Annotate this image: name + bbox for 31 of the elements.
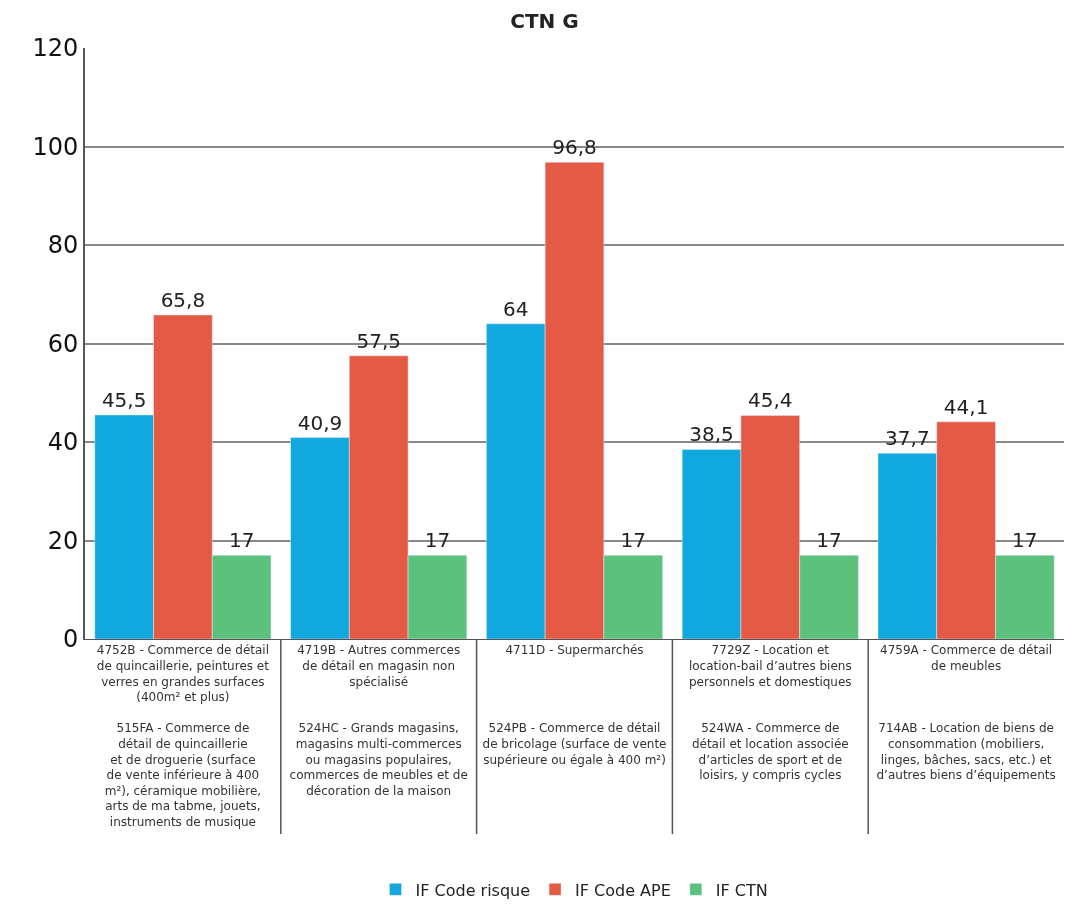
data-label: 17 bbox=[1012, 528, 1038, 553]
category-label: 4719B - Autres commerces de détail en magasin non spécialisé 524HC - Grands magasins, magasins multi-commerces ou magasins populaires, commerces de meubles et de décoration de la maison bbox=[289, 643, 468, 798]
y-tick-label: 60 bbox=[47, 329, 79, 358]
y-tick-label: 80 bbox=[47, 231, 79, 260]
chart-title: CTN G bbox=[510, 8, 579, 33]
data-label: 45,4 bbox=[748, 388, 793, 413]
data-label: 17 bbox=[620, 528, 646, 553]
y-tick-label: 20 bbox=[47, 526, 79, 555]
y-tick-label: 0 bbox=[62, 625, 79, 654]
data-label: 64 bbox=[503, 296, 529, 321]
data-label: 65,8 bbox=[160, 287, 206, 312]
y-tick-label: 100 bbox=[32, 132, 79, 161]
category-label: 4711D - Supermarchés 524PB - Commerce de détail de bricolage (surface de vente supérieure ou égale à 400 m²) bbox=[482, 643, 667, 767]
category-label: 4759A - Commerce de détail de meubles 714AB - Location de biens de consommation (mobiliers, linges, bâches, sacs, etc.) et d’autres biens d’équipements bbox=[876, 643, 1056, 783]
data-label: 17 bbox=[228, 528, 255, 553]
data-label: 57,5 bbox=[356, 328, 401, 353]
data-label: 38,5 bbox=[689, 422, 734, 447]
data-label: 96,8 bbox=[552, 135, 597, 160]
data-label: 40,9 bbox=[297, 410, 343, 435]
y-tick-label: 120 bbox=[32, 34, 79, 63]
data-label: 45,5 bbox=[101, 387, 147, 412]
y-tick-label: 40 bbox=[47, 428, 79, 457]
legend-label: IF Code risque bbox=[415, 880, 531, 900]
legend-label: IF CTN bbox=[715, 880, 768, 900]
data-label: 17 bbox=[816, 528, 842, 553]
category-label: 4752B - Commerce de détail de quincaillerie, peintures et verres en grandes surfaces (400m² et plus) 515FA - Commerce de détail de quincaillerie et de droguerie (surface de vente inférieure à 400 m²), céramique mobilière, arts de ma tabme, jouets, instruments de musique bbox=[96, 643, 270, 829]
data-label: 17 bbox=[424, 528, 451, 553]
legend-label: IF Code APE bbox=[575, 880, 671, 900]
category-label: 7729Z - Location et location-bail d’autres biens personnels et domestiques 524WA - Commerce de détail et location associée d’articles de sport et de loisirs, y compris cycles bbox=[688, 643, 852, 783]
data-label: 37,7 bbox=[885, 426, 930, 451]
data-label: 44,1 bbox=[943, 394, 989, 419]
